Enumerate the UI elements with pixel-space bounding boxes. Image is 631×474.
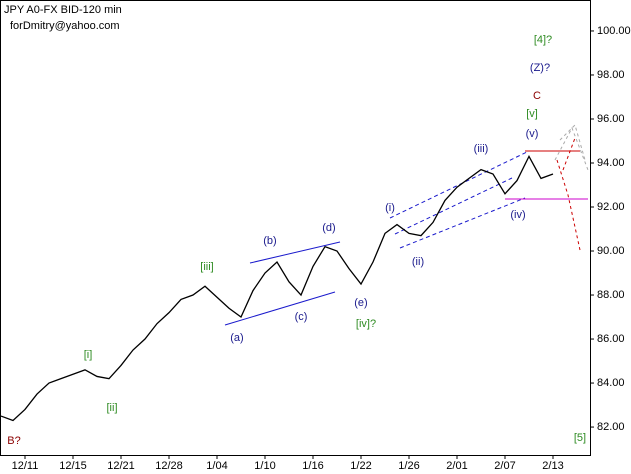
wave-label: (a): [230, 332, 243, 344]
x-tick-label: 12/21: [107, 460, 135, 472]
y-tick-label: 86.00: [597, 333, 625, 345]
y-tick-label: 94.00: [597, 157, 625, 169]
y-tick-label: 90.00: [597, 245, 625, 257]
x-tick-label: 2/13: [542, 460, 563, 472]
wave-label: [4]?: [534, 34, 552, 46]
channel-line: [224, 291, 336, 326]
chart-subtitle: forDmitry@yahoo.com: [10, 20, 120, 32]
wave-label: (v): [526, 128, 539, 140]
y-tick-label: 98.00: [597, 69, 625, 81]
wave-label: (iv): [510, 209, 525, 221]
wave-label: (iii): [474, 143, 489, 155]
channel-line: [394, 177, 513, 235]
wave-label: [5]: [574, 432, 586, 444]
channel-line: [249, 241, 341, 264]
x-tick-label: 1/16: [302, 460, 323, 472]
projection: [559, 124, 586, 161]
x-tick-label: 12/11: [12, 460, 39, 472]
wave-label: [iii]: [200, 261, 213, 273]
x-tick-label: 1/22: [350, 460, 371, 472]
y-tick-label: 100.00: [597, 25, 631, 37]
wave-label: (b): [263, 235, 276, 247]
projection: [554, 126, 589, 171]
wave-label: (Z)?: [530, 62, 550, 74]
channel-line: [389, 151, 528, 219]
x-tick-label: 2/07: [494, 460, 515, 472]
wave-label: C: [533, 90, 541, 102]
price-line: [0, 154, 554, 422]
wave-label: (e): [354, 297, 367, 309]
y-tick-label: 92.00: [597, 201, 625, 213]
y-tick-label: 84.00: [597, 377, 625, 389]
wave-label: [v]: [526, 108, 538, 120]
y-tick-label: 82.00: [597, 421, 625, 433]
wave-label: (d): [322, 222, 335, 234]
x-tick-label: 2/01: [446, 460, 467, 472]
wave-label: (c): [295, 311, 308, 323]
wave-label: [iv]?: [356, 318, 376, 330]
y-tick-label: 88.00: [597, 289, 625, 301]
x-tick-label: 1/04: [206, 460, 227, 472]
projection: [556, 159, 581, 251]
wave-label: (i): [385, 202, 395, 214]
x-tick-label: 1/10: [254, 460, 275, 472]
plot-frame: [0, 0, 591, 456]
x-tick-label: 12/28: [155, 460, 183, 472]
wave-label: (ii): [412, 256, 424, 268]
wave-label: B?: [7, 435, 20, 447]
wave-label: [i]: [84, 349, 93, 361]
y-tick-label: 96.00: [597, 113, 625, 125]
channel-line: [399, 197, 526, 249]
x-tick-label: 1/26: [398, 460, 419, 472]
wave-label: [ii]: [107, 402, 118, 414]
chart-title: JPY A0-FX BID-120 min: [4, 4, 122, 16]
x-tick-label: 12/15: [59, 460, 87, 472]
